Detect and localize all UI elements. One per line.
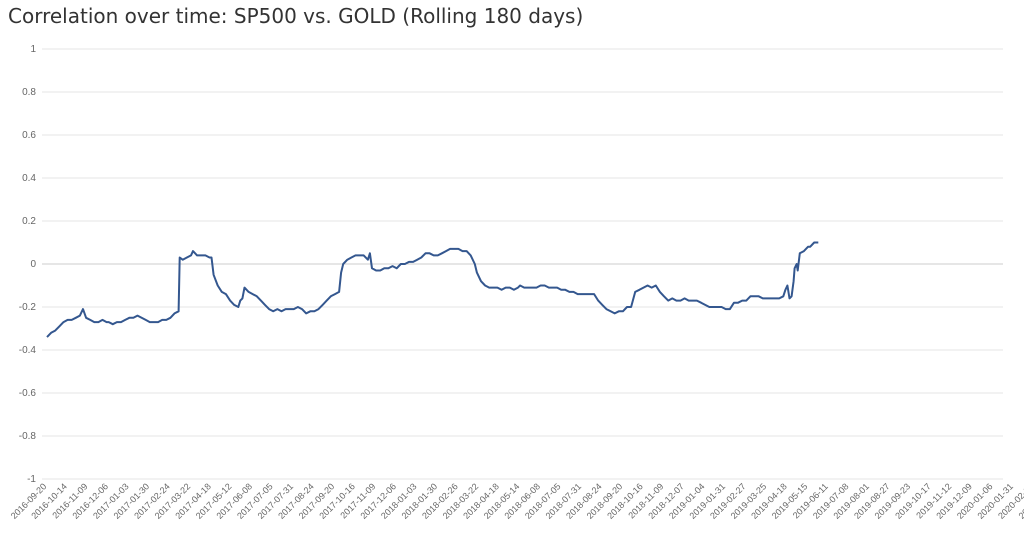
series-layer: [46, 241, 819, 338]
y-tick-label: 0.2: [22, 216, 36, 227]
y-tick-label: 0.4: [22, 173, 36, 184]
y-tick-label: -1: [27, 474, 36, 485]
y-axis-ticks: 1 0.8 0.6 0.4 0.2 0 -0.2 -0.4 -0.6 -0.8 -1: [19, 44, 37, 485]
chart-title: Correlation over time: SP500 vs. GOLD (R…: [8, 4, 584, 28]
y-tick-label: 0.6: [22, 130, 36, 141]
y-tick-label: 0.8: [22, 87, 36, 98]
grid-lines: [42, 48, 1003, 480]
y-tick-label: -0.4: [19, 345, 37, 356]
y-tick-label: -0.6: [19, 388, 37, 399]
correlation-series-line: [46, 241, 819, 338]
y-tick-label: 1: [30, 44, 36, 55]
x-axis-ticks: 2016-09-202016-10-142016-11-092016-12-06…: [9, 481, 1024, 521]
y-tick-label: 0: [30, 259, 36, 270]
y-tick-label: -0.8: [19, 431, 37, 442]
y-tick-label: -0.2: [19, 302, 37, 313]
